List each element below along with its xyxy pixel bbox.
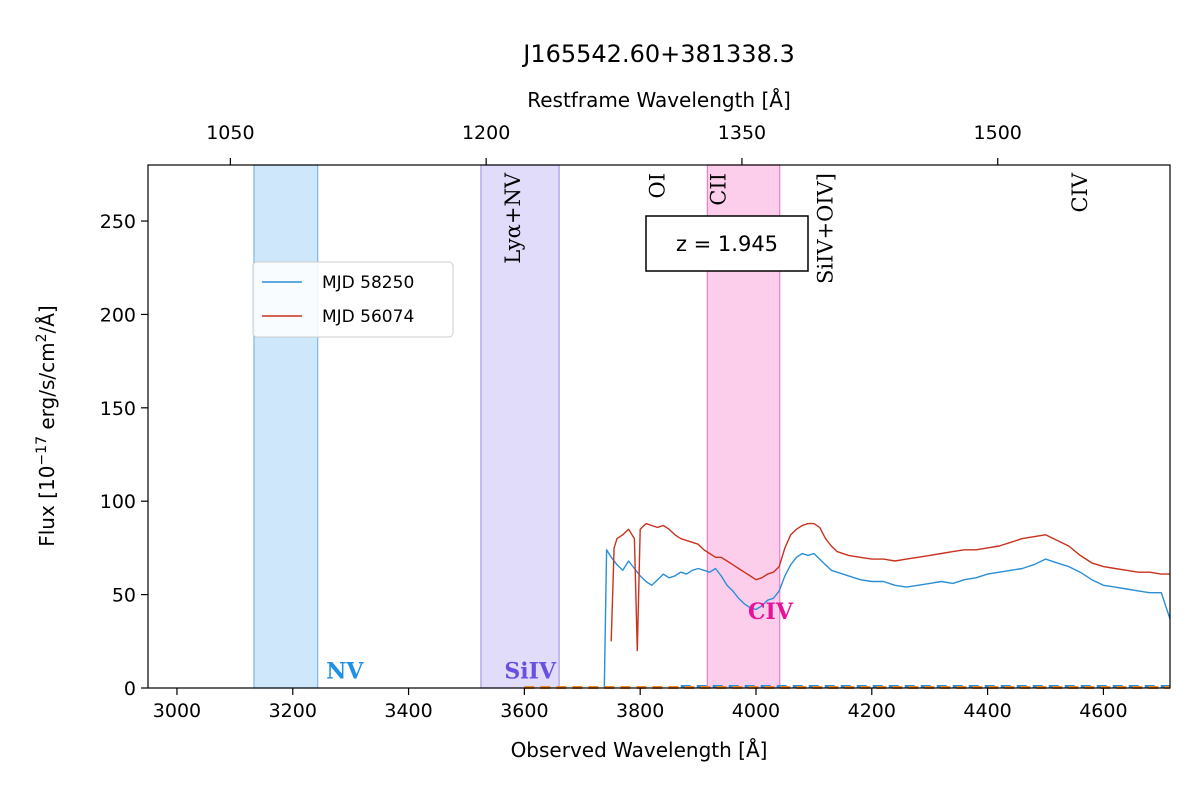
- region-label-civ: CIV: [748, 599, 794, 625]
- legend-label-mjd-58250: MJD 58250: [322, 273, 414, 293]
- redshift-label: z = 1.945: [676, 232, 778, 256]
- legend: MJD 58250 MJD 56074: [252, 261, 454, 338]
- region-labels: NV SiIV CIV: [326, 599, 794, 685]
- data-series: [603, 522, 1171, 689]
- near-zero-dashed-lines: [524, 685, 1170, 689]
- y-tick-label-100: 100: [100, 491, 136, 513]
- redshift-box-frame: [645, 215, 809, 272]
- line-marker-oi: OI: [646, 173, 670, 199]
- x-tick-label-4600: 4600: [1079, 700, 1127, 722]
- top-tick-label-1050: 1050: [206, 122, 254, 144]
- y-tick-label-0: 0: [124, 678, 136, 700]
- y-axis: 0 50 100 150 200 250: [100, 211, 148, 700]
- x-tick-label-4200: 4200: [848, 700, 896, 722]
- y-tick-label-250: 250: [100, 211, 136, 233]
- x-tick-label-3000: 3000: [153, 700, 201, 722]
- region-label-nv: NV: [326, 659, 364, 685]
- top-tick-label-1350: 1350: [718, 122, 766, 144]
- chart-title: J165542.60+381338.3: [521, 40, 795, 68]
- shaded-region-siiv: [480, 164, 560, 689]
- top-x-axis: 1050 1200 1350 1500: [206, 122, 1022, 165]
- top-tick-label-1200: 1200: [462, 122, 510, 144]
- line-marker-ly-nv: Lyα+NV: [501, 172, 525, 264]
- top-axis-label: Restframe Wavelength [Å]: [527, 88, 791, 112]
- redshift-box: z = 1.945: [645, 215, 809, 272]
- legend-label-mjd-56074: MJD 56074: [322, 307, 414, 327]
- y-axis-label: Flux [10−17 erg/s/cm2/Å]: [34, 305, 59, 547]
- emission-line-markers: Lyα+NV OI CII SiIV+OIV] CIV: [501, 172, 1092, 284]
- line-marker-cii: CII: [706, 173, 730, 206]
- shaded-region-nv: [253, 164, 319, 689]
- x-tick-label-3600: 3600: [500, 700, 548, 722]
- region-label-siiv: SiIV: [504, 659, 557, 685]
- series-line-mjd-58250: [603, 549, 1171, 689]
- y-tick-label-200: 200: [100, 304, 136, 326]
- legend-frame: [252, 261, 454, 338]
- x-tick-label-3400: 3400: [384, 700, 432, 722]
- bottom-x-axis: 3000 3200 3400 3600 3800 4000 4200 4400 4600: [153, 688, 1128, 722]
- x-tick-label-4400: 4400: [963, 700, 1011, 722]
- y-tick-label-150: 150: [100, 398, 136, 420]
- plot-frame: [147, 164, 1171, 689]
- series-line-mjd-56074: [610, 522, 1170, 652]
- x-axis-label: Observed Wavelength [Å]: [511, 738, 768, 762]
- line-marker-siiv-oiv: SiIV+OIV]: [814, 173, 838, 284]
- top-tick-label-1500: 1500: [974, 122, 1022, 144]
- x-tick-label-3800: 3800: [616, 700, 664, 722]
- x-tick-label-4000: 4000: [732, 700, 780, 722]
- x-tick-label-3200: 3200: [269, 700, 317, 722]
- y-tick-label-50: 50: [112, 585, 136, 607]
- line-marker-civ: CIV: [1068, 172, 1092, 212]
